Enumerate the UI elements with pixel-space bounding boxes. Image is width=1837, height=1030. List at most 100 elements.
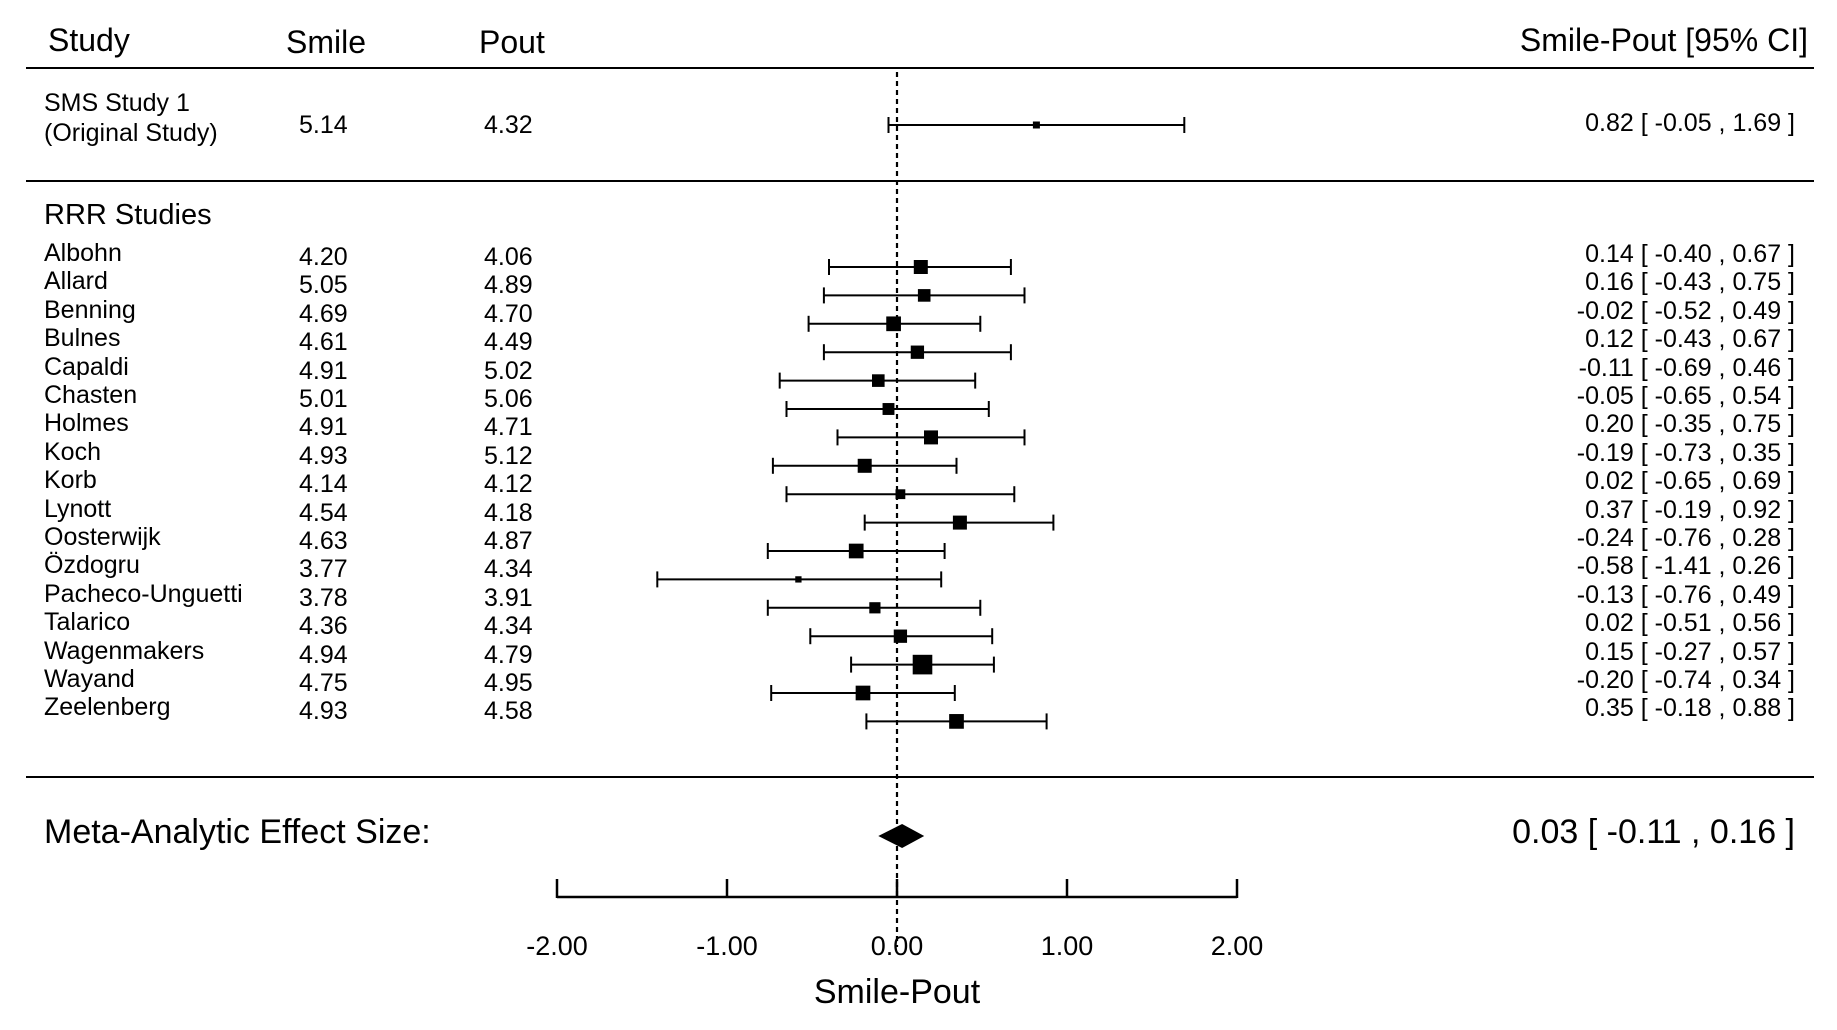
study-pout: 4.70: [484, 299, 533, 328]
study-ci-text: 0.15 [ -0.27 , 0.57 ]: [1585, 637, 1795, 666]
study-pout: 4.58: [484, 697, 533, 726]
study-pout: 4.79: [484, 640, 533, 669]
study-smile: 4.93: [299, 697, 348, 726]
study-name: Lynott: [44, 494, 112, 523]
study-pout: 5.12: [484, 441, 533, 470]
study-15-point-estimate: [912, 654, 933, 675]
study-name: Oosterwijk: [44, 523, 161, 551]
original-point-estimate: [1032, 121, 1040, 129]
study-smile: 3.78: [299, 583, 348, 612]
study-name: Özdogru: [44, 551, 140, 580]
study-smile: 4.94: [299, 640, 348, 669]
study-smile: 4.63: [299, 527, 348, 555]
meta-ci-text: 0.03 [ -0.11 , 0.16 ]: [1512, 813, 1795, 851]
study-16-point-estimate: [855, 685, 871, 701]
study-ci-text: -0.13 [ -0.76 , 0.49 ]: [1576, 580, 1795, 609]
study-ci-text: 0.02 [ -0.65 , 0.69 ]: [1585, 467, 1795, 496]
study-name: Benning: [44, 295, 136, 324]
study-name: Holmes: [44, 409, 129, 438]
study-smile: 4.75: [299, 669, 348, 697]
study-pout: 4.12: [484, 470, 533, 499]
header-study: Study: [48, 22, 130, 58]
study-smile: 4.54: [299, 498, 348, 527]
study-smile: 4.69: [299, 299, 348, 328]
header-divider: [26, 67, 1814, 69]
study-14-point-estimate: [893, 629, 908, 643]
x-tick-label: -2.00: [526, 931, 588, 961]
study-name: Wayand: [44, 665, 135, 693]
study-pout: 4.49: [484, 328, 533, 357]
study-9-point-estimate: [895, 489, 906, 500]
study-2-point-estimate: [917, 289, 931, 302]
study-ci-text: 0.14 [ -0.40 , 0.67 ]: [1585, 240, 1795, 268]
study-smile: 4.93: [299, 441, 348, 470]
x-tick-label: -1.00: [696, 931, 758, 961]
study-name: Wagenmakers: [44, 636, 205, 665]
study-name: Allard: [44, 267, 108, 296]
original-smile: 5.14: [299, 111, 348, 139]
study-smile: 4.36: [299, 612, 348, 641]
study-name: Koch: [44, 437, 101, 466]
study-5-point-estimate: [872, 374, 885, 387]
study-ci-text: -0.20 [ -0.74 , 0.34 ]: [1576, 666, 1795, 694]
study-7-point-estimate: [924, 430, 938, 445]
study-ci-text: 0.12 [ -0.43 , 0.67 ]: [1585, 325, 1795, 354]
study-name: Chasten: [44, 381, 138, 409]
study-4-point-estimate: [910, 345, 925, 359]
x-tick-label: 1.00: [1040, 931, 1094, 961]
study-13-point-estimate: [869, 602, 881, 614]
original-divider: [26, 180, 1814, 182]
original-pout: 4.32: [484, 111, 533, 139]
study-17-point-estimate: [949, 714, 964, 729]
study-name: Talarico: [44, 608, 131, 637]
x-tick-label: 0.00: [870, 931, 924, 961]
study-8-point-estimate: [857, 458, 872, 473]
rrr-section-label: RRR Studies: [44, 199, 212, 231]
x-axis-label: Smile-Pout: [813, 973, 981, 1011]
study-name: Korb: [44, 466, 97, 495]
study-ci-text: -0.05 [ -0.65 , 0.54 ]: [1576, 382, 1795, 410]
study-pout: 3.91: [484, 583, 533, 612]
study-name: Capaldi: [44, 352, 129, 381]
study-smile: 4.91: [299, 413, 348, 442]
study-11-point-estimate: [848, 543, 864, 559]
study-pout: 4.87: [484, 527, 533, 555]
study-pout: 5.02: [484, 356, 533, 385]
study-smile: 4.14: [299, 470, 348, 499]
study-smile: 4.20: [299, 243, 348, 271]
study-smile: 4.61: [299, 328, 348, 357]
study-smile: 3.77: [299, 555, 348, 584]
study-1-point-estimate: [913, 260, 928, 274]
study-ci-text: -0.11 [ -0.69 , 0.46 ]: [1578, 353, 1795, 382]
study-12-point-estimate: [795, 576, 802, 583]
study-smile: 5.01: [299, 385, 348, 413]
study-ci-text: 0.37 [ -0.19 , 0.92 ]: [1585, 495, 1795, 524]
study-pout: 4.71: [484, 413, 533, 442]
study-smile: 5.05: [299, 271, 348, 300]
study-pout: 4.34: [484, 555, 533, 584]
original-name-line1: SMS Study 1: [44, 89, 190, 117]
study-10-point-estimate: [952, 515, 967, 530]
header-smile: Smile: [286, 24, 367, 60]
meta-divider: [26, 776, 1814, 778]
x-tick-label: 2.00: [1210, 931, 1264, 961]
study-pout: 4.95: [484, 669, 533, 697]
study-3-point-estimate: [886, 316, 901, 332]
study-ci-text: -0.19 [ -0.73 , 0.35 ]: [1576, 438, 1795, 467]
study-pout: 4.06: [484, 243, 533, 271]
study-pout: 5.06: [484, 385, 533, 413]
study-6-point-estimate: [882, 403, 895, 415]
study-smile: 4.91: [299, 356, 348, 385]
study-pout: 4.34: [484, 612, 533, 641]
study-pout: 4.89: [484, 271, 533, 300]
study-name: Bulnes: [44, 324, 121, 353]
study-ci-text: 0.16 [ -0.43 , 0.75 ]: [1585, 268, 1795, 297]
original-ci-text: 0.82 [ -0.05 , 1.69 ]: [1585, 109, 1795, 137]
study-ci-text: -0.02 [ -0.52 , 0.49 ]: [1576, 296, 1795, 325]
study-name: Zeelenberg: [44, 693, 171, 722]
study-name: Pacheco-Unguetti: [44, 579, 243, 608]
meta-label: Meta-Analytic Effect Size:: [44, 813, 431, 851]
header-ci: Smile-Pout [95% CI]: [1519, 22, 1808, 58]
